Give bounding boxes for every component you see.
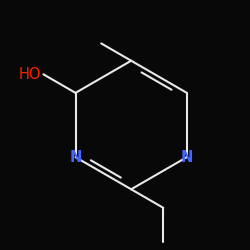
Text: N: N <box>69 150 82 165</box>
Text: HO: HO <box>18 67 41 82</box>
Text: N: N <box>181 150 193 165</box>
